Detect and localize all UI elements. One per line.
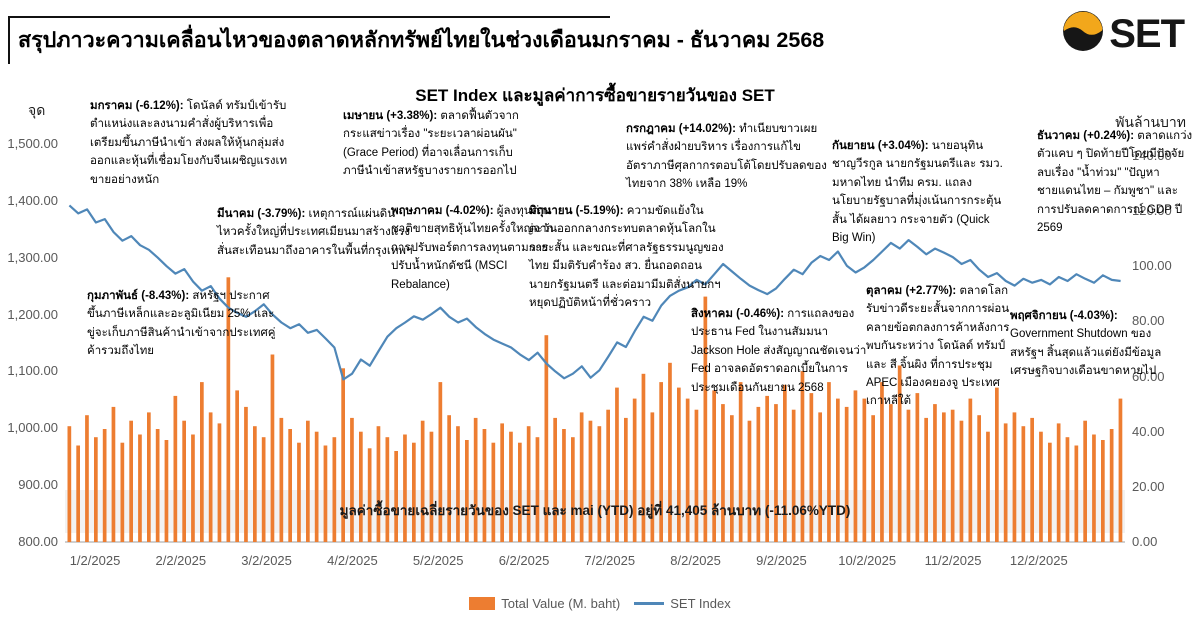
axis-tick-label: 120.00: [1132, 203, 1172, 219]
annotation-title: กุมภาพันธ์ (-8.43%):: [87, 290, 190, 302]
avg-value-band: [65, 490, 1125, 533]
legend-label: SET Index: [670, 596, 731, 611]
annotation-body: การแถลงของประธาน Fed ในงานสัมมนา Jackson…: [691, 308, 867, 394]
axis-tick-label: 100.00: [1132, 258, 1172, 274]
axis-tick-label: 12/2/2025: [1009, 553, 1068, 568]
axis-tick-label: 1/2/2025: [69, 553, 121, 568]
annotation-body: ผู้ลงทุนต่างชาติขายสุทธิหุ้นไทยครั้งใหญ่…: [391, 205, 554, 291]
axis-tick-label: 900.00: [18, 477, 58, 493]
axis-tick-label: 80.00: [1132, 313, 1165, 329]
axis-tick-label: 2/2/2025: [155, 553, 207, 568]
axis-tick-label: 8/2/2025: [670, 553, 721, 568]
axis-tick-label: 9/2/2025: [756, 553, 807, 568]
annotation-title: ตุลาคม (+2.77%):: [866, 285, 957, 297]
axis-tick-label: 1,000.00: [7, 420, 58, 436]
annotation-may: พฤษภาคม (-4.02%): ผู้ลงทุนต่างชาติขายสุท…: [391, 202, 563, 294]
annotation-body: ตลาดโลกรับข่าวดีระยะสั้นจากการผ่อนคลายข้…: [866, 285, 1010, 408]
set-logo-mark-icon: [1062, 10, 1104, 57]
annotation-body: ความขัดแย้งในตะวันออกกลางกระทบตลาดหุ้นโล…: [529, 205, 724, 309]
annotation-april: เมษายน (+3.38%): ตลาดฟื้นตัวจากกระแสข่าว…: [343, 107, 529, 181]
annotation-july: กรกฎาคม (+14.02%): ทำเนียบขาวเผยแพร่คำสั…: [626, 120, 828, 194]
axis-tick-label: 1,200.00: [7, 306, 58, 322]
annotation-title: พฤษภาคม (-4.02%):: [391, 205, 494, 217]
annotation-february: กุมภาพันธ์ (-8.43%): สหรัฐฯ ประกาศขึ้นภา…: [87, 287, 277, 361]
chart-title: SET Index และมูลค่าการซื้อขายรายวันของ S…: [415, 86, 775, 105]
annotation-title: สิงหาคม (-0.46%):: [691, 308, 785, 320]
annotation-december: ธันวาคม (+0.24%): ตลาดแกว่งตัวแคบ ๆ ปิดท…: [1037, 127, 1197, 237]
bar-swatch-icon: [469, 597, 496, 610]
axis-tick-label: 3/2/2025: [241, 553, 292, 568]
axis-tick-label: 5/2/2025: [412, 553, 464, 568]
annotation-body: นายอนุทิน ชาญวีรกูล นายกรัฐมนตรีและ รมว.…: [832, 140, 1003, 244]
axis-tick-label: 60.00: [1132, 368, 1165, 384]
set-logo-text: SET: [1109, 11, 1185, 56]
left-axis-unit-label: จุด: [28, 102, 46, 118]
annotation-body: สหรัฐฯ ประกาศขึ้นภาษีเหล็กและอะลูมิเนียม…: [87, 290, 276, 358]
annotation-september: กันยายน (+3.04%): นายอนุทิน ชาญวีรกูล นา…: [832, 137, 1004, 247]
annotation-body: ทำเนียบขาวเผยแพร่คำสั่งฝ่ายบริหาร เรื่อง…: [626, 123, 827, 191]
legend-label: Total Value (M. baht): [501, 596, 621, 611]
annotation-title: มิถุนายน (-5.19%):: [529, 205, 624, 217]
legend-item-total-value: Total Value (M. baht): [469, 596, 620, 611]
axis-tick-label: 20.00: [1132, 478, 1165, 494]
axis-tick-label: 1,300.00: [7, 249, 58, 265]
axis-tick-label: 0.00: [1132, 534, 1158, 549]
annotation-title: เมษายน (+3.38%):: [343, 110, 438, 122]
line-swatch-icon: [634, 602, 665, 605]
annotation-body: โดนัลด์ ทรัมป์เข้ารับตำแหน่งและลงนามคำสั…: [90, 100, 288, 186]
annotation-title: มีนาคม (-3.79%):: [217, 208, 306, 220]
annotation-march: มีนาคม (-3.79%): เหตุการณ์แผ่นดินไหวครั้…: [217, 205, 413, 260]
plot-canvas: [65, 204, 1125, 543]
annotation-november: พฤศจิกายน (-4.03%): Government Shutdown …: [1010, 307, 1176, 381]
right-axis-unit-label: พันล้านบาท: [1115, 114, 1186, 130]
axis-tick-label: 4/2/2025: [327, 553, 378, 568]
axis-tick-label: 1,500.00: [7, 136, 58, 151]
annotation-body: Government Shutdown ของสหรัฐฯ สิ้นสุดแล้…: [1010, 328, 1162, 378]
axis-tick-label: 800.00: [18, 534, 58, 549]
annotation-june: มิถุนายน (-5.19%): ความขัดแย้งในตะวันออก…: [529, 202, 727, 312]
axis-tick-label: 1,400.00: [7, 192, 58, 208]
axis-tick-label: 1,100.00: [7, 363, 58, 379]
axis-tick-label: 11/2/2025: [924, 553, 982, 568]
annotation-body: ตลาดฟื้นตัวจากกระแสข่าวเรื่อง "ระยะเวลาผ…: [343, 110, 519, 178]
legend: Total Value (M. baht) SET Index: [0, 596, 1200, 611]
annotation-title: กันยายน (+3.04%):: [832, 140, 929, 152]
header-border: [8, 16, 610, 64]
axis-tick-label: 6/2/2025: [498, 553, 550, 568]
annotation-body: เหตุการณ์แผ่นดินไหวครั้งใหญ่ที่ประเทศเมี…: [217, 208, 413, 257]
avg-value-note: มูลค่าซื้อขายเฉลี่ยรายวันของ SET และ mai…: [339, 503, 851, 518]
annotation-october: ตุลาคม (+2.77%): ตลาดโลกรับข่าวดีระยะสั้…: [866, 282, 1016, 411]
annotation-title: ธันวาคม (+0.24%):: [1037, 130, 1135, 142]
axis-tick-label: 7/2/2025: [584, 553, 636, 568]
axis-tick-label: 140.00: [1132, 148, 1172, 163]
legend-item-set-index: SET Index: [634, 596, 731, 611]
annotation-title: พฤศจิกายน (-4.03%):: [1010, 310, 1118, 322]
annotation-body: ตลาดแกว่งตัวแคบ ๆ ปิดท้ายปีโดยมีปัจจัยลบ…: [1037, 130, 1193, 234]
page-title: สรุปภาวะความเคลื่อนไหวของตลาดหลักทรัพย์ไ…: [18, 28, 825, 52]
annotation-title: กรกฎาคม (+14.02%):: [626, 123, 736, 135]
annotation-august: สิงหาคม (-0.46%): การแถลงของประธาน Fed ใ…: [691, 305, 871, 397]
annotation-january: มกราคม (-6.12%): โดนัลด์ ทรัมป์เข้ารับตำ…: [90, 97, 290, 189]
annotation-title: มกราคม (-6.12%):: [90, 100, 184, 112]
set-logo: SET: [1062, 10, 1185, 57]
axis-tick-label: 40.00: [1132, 423, 1165, 439]
axis-tick-label: 10/2/2025: [838, 553, 897, 568]
